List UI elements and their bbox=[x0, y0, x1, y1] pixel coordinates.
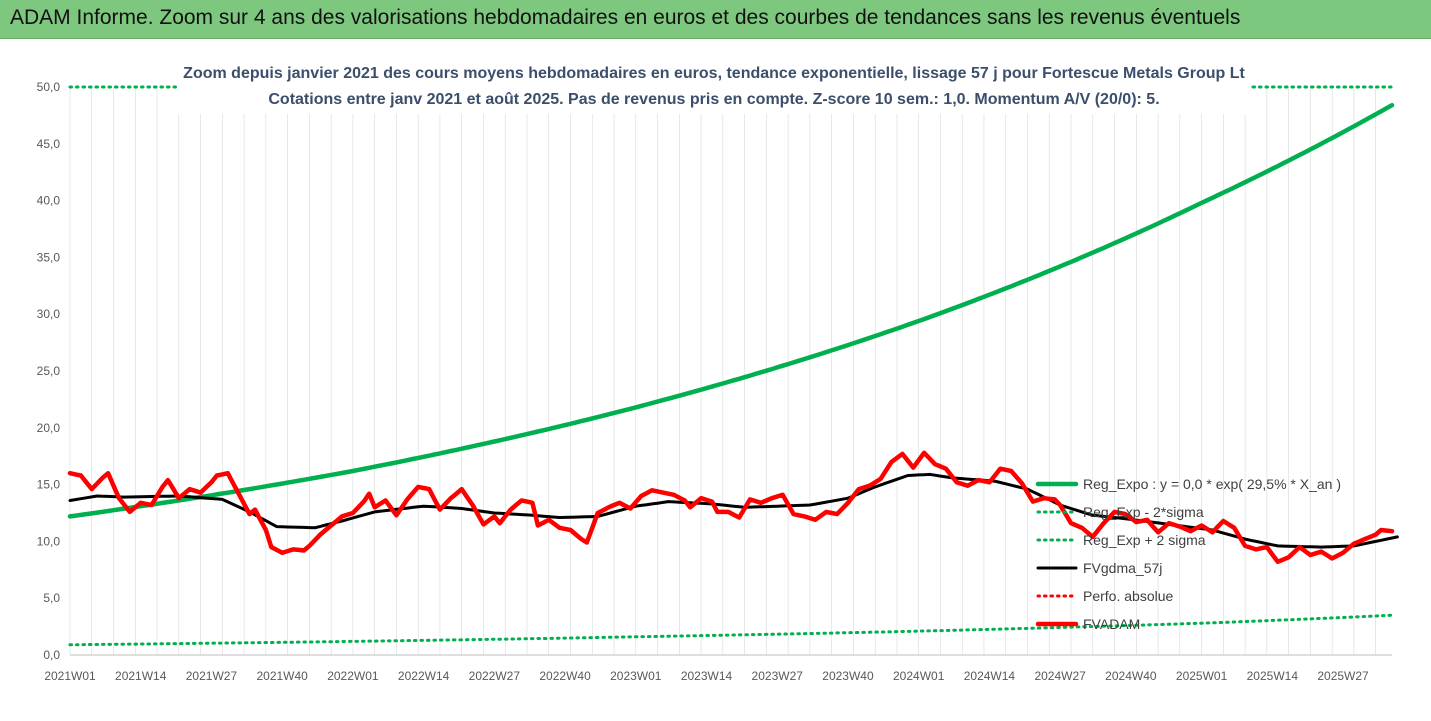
x-tick-label: 2023W01 bbox=[610, 669, 662, 683]
series-lines bbox=[67, 85, 1399, 647]
x-tick-label: 2024W01 bbox=[893, 669, 945, 683]
gridlines bbox=[69, 87, 1376, 655]
y-tick-label: 25,0 bbox=[37, 364, 61, 378]
x-tick-label: 2025W01 bbox=[1176, 669, 1228, 683]
legend-label: Perfo. absolue bbox=[1083, 588, 1173, 604]
x-tick-label: 2022W27 bbox=[469, 669, 521, 683]
chart-legend: Reg_Expo : y = 0,0 * exp( 29,5% * X_an )… bbox=[1035, 476, 1341, 632]
y-tick-label: 15,0 bbox=[37, 478, 61, 492]
series-line-5 bbox=[67, 450, 1395, 565]
y-tick-label: 45,0 bbox=[37, 137, 61, 151]
title-background bbox=[178, 56, 1250, 114]
y-tick-label: 10,0 bbox=[37, 534, 61, 548]
x-tick-label: 2021W01 bbox=[44, 669, 96, 683]
report-title: ADAM Informe. Zoom sur 4 ans des valoris… bbox=[10, 6, 1241, 29]
y-tick-label: 20,0 bbox=[37, 421, 61, 435]
x-tick-label: 2022W14 bbox=[398, 669, 450, 683]
series-line-0 bbox=[67, 102, 1395, 519]
y-tick-label: 50,0 bbox=[37, 80, 61, 94]
y-tick-label: 5,0 bbox=[43, 591, 60, 605]
chart-title-block: Zoom depuis janvier 2021 des cours moyen… bbox=[178, 56, 1250, 114]
x-tick-label: 2023W14 bbox=[681, 669, 733, 683]
legend-label: FVADAM bbox=[1083, 616, 1140, 632]
x-tick-label: 2024W27 bbox=[1034, 669, 1086, 683]
legend-label: Reg_Expo : y = 0,0 * exp( 29,5% * X_an ) bbox=[1083, 476, 1341, 492]
x-axis-ticks: 2021W01 2021W14 2021W27 2021W40 2022W01 2022W… bbox=[44, 669, 1369, 683]
chart-subtitle: Cotations entre janv 2021 et août 2025. … bbox=[268, 91, 1159, 108]
y-axis-ticks: 0,0 5,0 10,0 15,0 20,0 25,0 30,0 35,0 40,0 45,0 50… bbox=[37, 80, 61, 662]
x-tick-label: 2024W40 bbox=[1105, 669, 1157, 683]
legend-label: FVgdma_57j bbox=[1083, 560, 1162, 576]
x-tick-label: 2025W27 bbox=[1317, 669, 1369, 683]
x-tick-label: 2023W40 bbox=[822, 669, 874, 683]
x-tick-label: 2022W01 bbox=[327, 669, 379, 683]
series-line-1 bbox=[68, 613, 1394, 647]
legend-label: Reg_Exp + 2 sigma bbox=[1083, 532, 1206, 548]
x-tick-label: 2024W14 bbox=[964, 669, 1016, 683]
chart-title: Zoom depuis janvier 2021 des cours moyen… bbox=[183, 65, 1245, 82]
line-chart: 0,0 5,0 10,0 15,0 20,0 25,0 30,0 35,0 40,0 45,0 50… bbox=[37, 56, 1399, 683]
legend-label: Reg_Exp - 2*sigma bbox=[1083, 504, 1204, 520]
y-tick-label: 40,0 bbox=[37, 194, 61, 208]
y-tick-label: 30,0 bbox=[37, 307, 61, 321]
y-tick-label: 0,0 bbox=[43, 648, 60, 662]
x-tick-label: 2023W27 bbox=[752, 669, 804, 683]
x-tick-label: 2021W14 bbox=[115, 669, 167, 683]
chart-area: 0,0 5,0 10,0 15,0 20,0 25,0 30,0 35,0 40,0 45,0 50… bbox=[0, 38, 1430, 720]
report-banner: ADAM Informe. Zoom sur 4 ans des valoris… bbox=[0, 0, 1431, 39]
x-tick-label: 2022W40 bbox=[539, 669, 591, 683]
x-tick-label: 2021W27 bbox=[186, 669, 238, 683]
x-tick-label: 2021W40 bbox=[256, 669, 308, 683]
x-tick-label: 2025W14 bbox=[1247, 669, 1299, 683]
y-tick-label: 35,0 bbox=[37, 250, 61, 264]
